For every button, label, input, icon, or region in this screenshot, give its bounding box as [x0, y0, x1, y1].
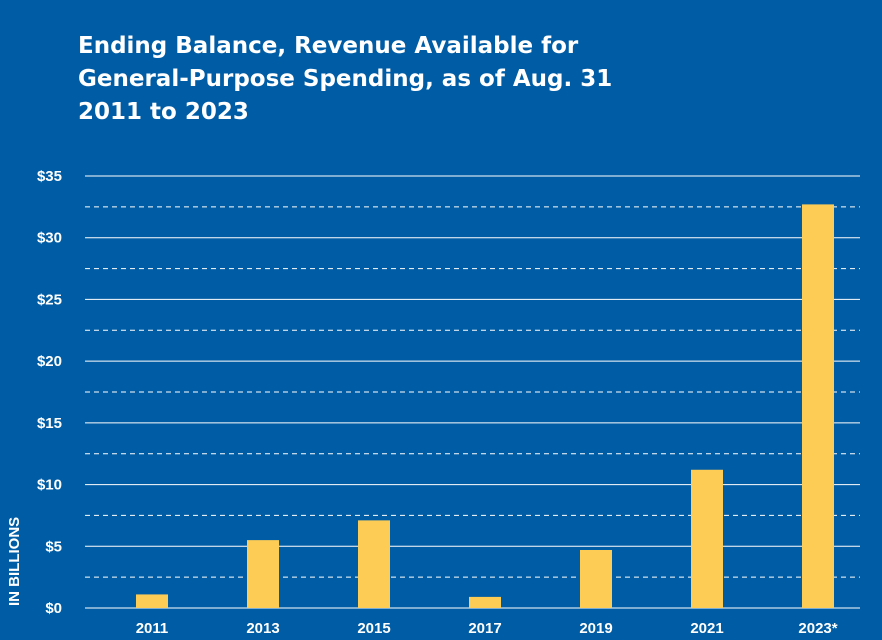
- y-axis-label: IN BILLIONS: [6, 517, 23, 606]
- y-tick-label: $25: [37, 291, 62, 308]
- y-tick-label: $0: [45, 600, 62, 617]
- bar-2015: [358, 520, 390, 608]
- bar-layer: [136, 204, 834, 609]
- y-tick-labels: $0 $5 $10 $15 $20 $25 $30 $35: [37, 168, 62, 617]
- chart-title: Ending Balance, Revenue Available for Ge…: [78, 30, 612, 129]
- y-tick-label: $20: [37, 353, 62, 370]
- bar-2021: [691, 469, 723, 608]
- x-tick-label: 2021: [690, 620, 723, 637]
- x-tick-labels: 2011 2013 2015 2017 2019 2021 2023*: [136, 620, 838, 637]
- x-tick-label: 2019: [579, 620, 612, 637]
- bar-2023: [802, 204, 834, 609]
- chart-title-line-3: 2011 to 2023: [78, 99, 249, 125]
- y-tick-label: $30: [37, 230, 62, 247]
- y-tick-label: $10: [37, 477, 62, 494]
- bar-2013: [247, 540, 279, 608]
- x-tick-label: 2023*: [798, 620, 837, 637]
- grid-layer: [85, 175, 860, 609]
- bar-2011: [136, 594, 168, 608]
- y-tick-label: $15: [37, 415, 62, 432]
- x-tick-label: 2015: [357, 620, 390, 637]
- x-tick-label: 2013: [246, 620, 279, 637]
- y-tick-label: $5: [45, 538, 62, 555]
- bar-2017: [469, 596, 501, 608]
- x-tick-label: 2011: [136, 620, 169, 637]
- x-tick-label: 2017: [468, 620, 501, 637]
- bar-2019: [580, 549, 612, 608]
- chart-title-line-2: General-Purpose Spending, as of Aug. 31: [78, 66, 613, 92]
- y-tick-label: $35: [37, 168, 62, 185]
- chart-title-line-1: Ending Balance, Revenue Available for: [78, 33, 579, 59]
